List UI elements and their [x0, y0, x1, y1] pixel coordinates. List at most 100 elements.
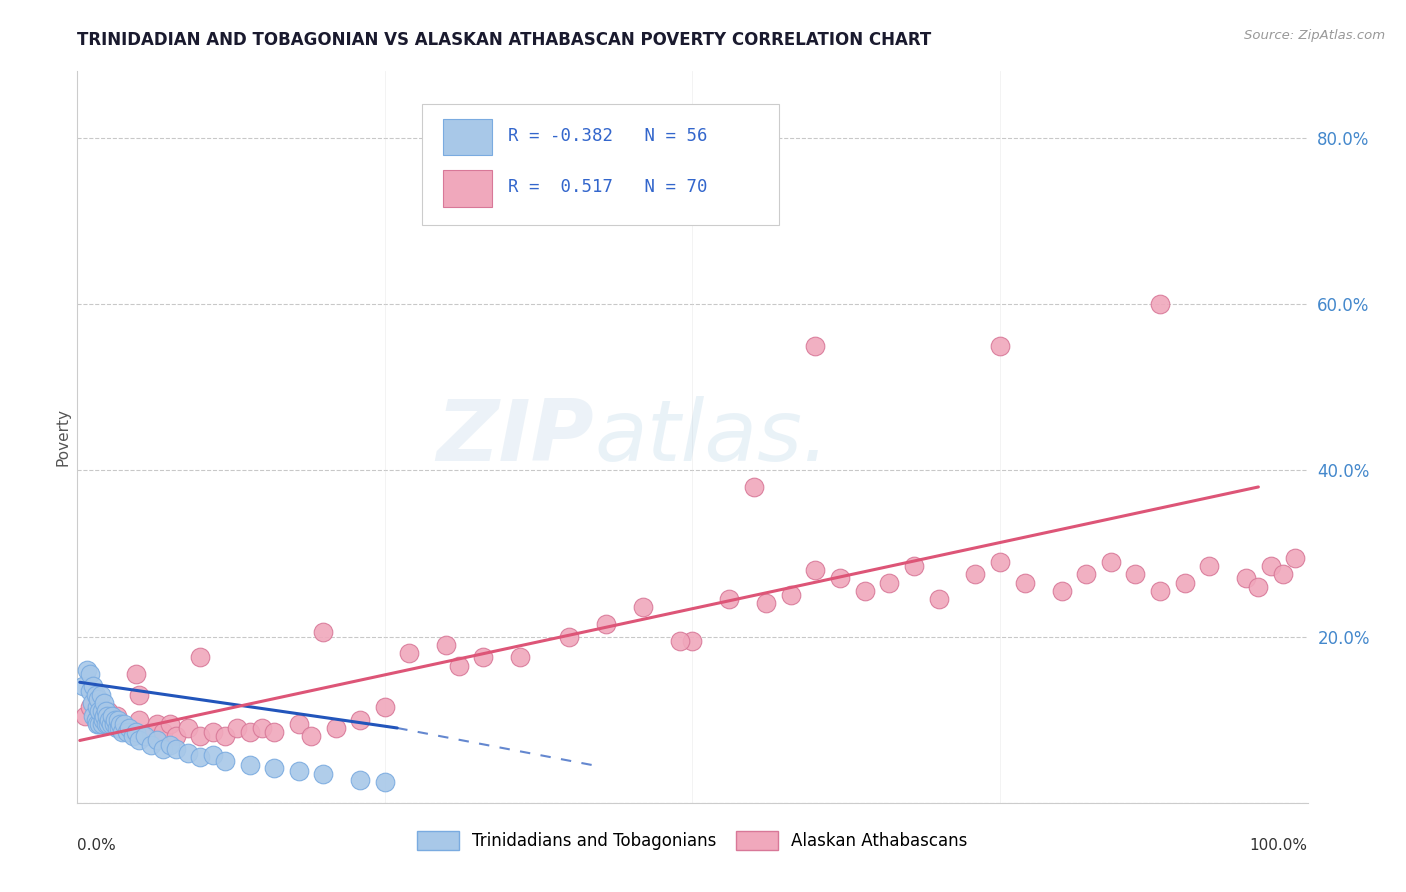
Point [128, 733, 150, 747]
Text: ZIP: ZIP [436, 395, 595, 479]
Point [288, 764, 311, 779]
Point [84, 688, 107, 702]
Point [1247, 580, 1270, 594]
Point [509, 650, 531, 665]
Point [79, 683, 101, 698]
Point [928, 592, 950, 607]
Point [188, 650, 212, 665]
Point [97, 705, 120, 719]
Point [188, 750, 212, 764]
Point [1076, 567, 1098, 582]
Point [94, 716, 117, 731]
Point [988, 555, 1011, 569]
Point [84, 713, 107, 727]
Point [90, 705, 114, 719]
Point [312, 625, 335, 640]
Point [118, 721, 141, 735]
Point [115, 725, 138, 739]
Point [349, 772, 371, 787]
Point [558, 630, 581, 644]
Point [1284, 550, 1306, 565]
FancyBboxPatch shape [443, 119, 492, 155]
Point [1234, 571, 1257, 585]
Point [110, 716, 132, 731]
Point [201, 747, 224, 762]
Point [239, 725, 262, 739]
Point [111, 725, 132, 739]
Point [830, 571, 852, 585]
Point [239, 758, 262, 772]
Point [1149, 297, 1171, 311]
Point [101, 708, 124, 723]
Point [804, 563, 827, 577]
Point [447, 658, 470, 673]
Point [1198, 558, 1220, 573]
Point [214, 754, 236, 768]
FancyBboxPatch shape [422, 104, 779, 225]
Point [349, 713, 371, 727]
Point [87, 692, 110, 706]
Point [79, 667, 101, 681]
Point [152, 725, 174, 739]
Point [299, 729, 322, 743]
Point [108, 721, 131, 735]
Point [103, 716, 125, 731]
Point [98, 713, 121, 727]
Point [188, 729, 212, 743]
Point [288, 716, 311, 731]
Point [101, 716, 124, 731]
Point [755, 596, 778, 610]
Point [263, 725, 285, 739]
Point [669, 633, 692, 648]
Point [134, 729, 156, 743]
Text: R = -0.382   N = 56: R = -0.382 N = 56 [508, 127, 707, 145]
Text: 0.0%: 0.0% [77, 838, 117, 853]
Point [76, 663, 98, 677]
Point [398, 646, 420, 660]
Point [165, 741, 187, 756]
Point [250, 721, 273, 735]
Point [91, 713, 114, 727]
Point [84, 713, 107, 727]
Point [141, 738, 163, 752]
Point [159, 738, 181, 752]
Point [89, 700, 111, 714]
Text: Source: ZipAtlas.com: Source: ZipAtlas.com [1244, 29, 1385, 42]
Point [472, 650, 495, 665]
Point [1125, 567, 1147, 582]
Point [1149, 583, 1171, 598]
Point [595, 617, 617, 632]
Point [73, 708, 96, 723]
Point [82, 708, 104, 723]
Point [96, 708, 118, 723]
Point [125, 667, 148, 681]
Point [374, 700, 396, 714]
Point [146, 716, 169, 731]
Point [201, 725, 224, 739]
Point [1272, 567, 1295, 582]
Point [79, 700, 101, 714]
Point [105, 721, 128, 735]
Point [82, 696, 104, 710]
Point [93, 716, 115, 731]
Text: R =  0.517   N = 70: R = 0.517 N = 70 [508, 178, 707, 196]
Point [141, 725, 163, 739]
Point [104, 713, 127, 727]
Point [165, 729, 187, 743]
Point [177, 721, 200, 735]
Point [682, 633, 704, 648]
Point [94, 705, 117, 719]
Point [100, 716, 122, 731]
Point [742, 480, 765, 494]
Point [125, 725, 148, 739]
Text: TRINIDADIAN AND TOBAGONIAN VS ALASKAN ATHABASCAN POVERTY CORRELATION CHART: TRINIDADIAN AND TOBAGONIAN VS ALASKAN AT… [77, 31, 932, 49]
Point [146, 733, 169, 747]
Point [159, 716, 181, 731]
Point [374, 775, 396, 789]
Point [90, 716, 114, 731]
Point [90, 688, 112, 702]
Point [1174, 575, 1197, 590]
Text: 100.0%: 100.0% [1250, 838, 1308, 853]
Point [89, 705, 111, 719]
Point [903, 558, 925, 573]
